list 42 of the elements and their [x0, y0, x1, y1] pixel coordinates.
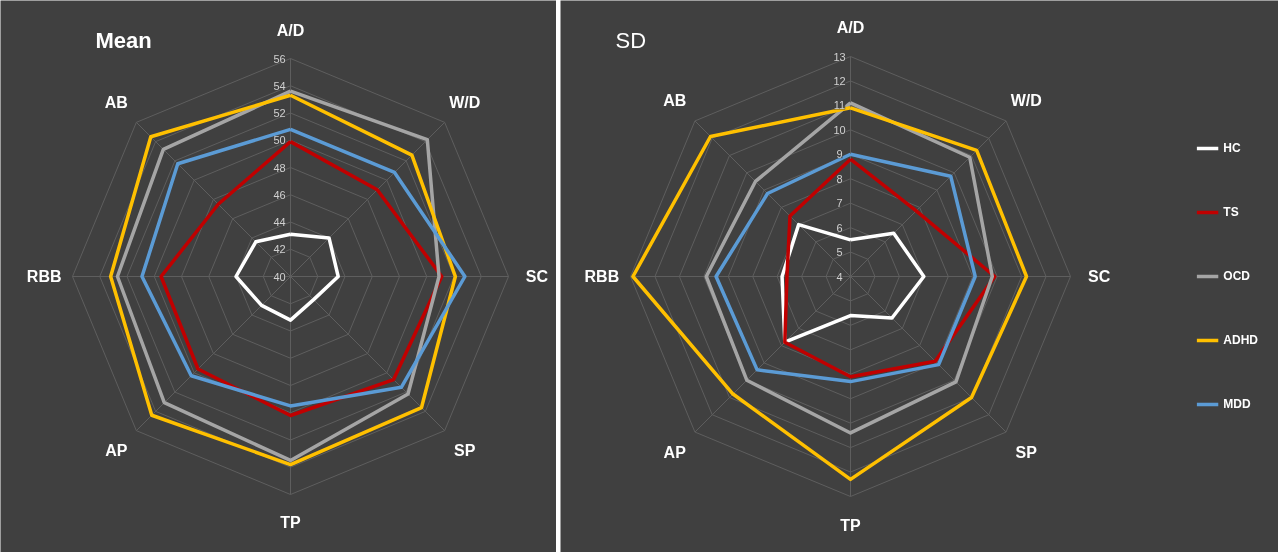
- y-tick-label: 44: [273, 216, 286, 228]
- spoke-label: TP: [280, 514, 302, 532]
- spoke-label: RBB: [26, 268, 62, 285]
- y-tick-label: 7: [836, 197, 843, 210]
- y-tick-label: 42: [273, 243, 286, 256]
- chart-title: SD: [615, 28, 647, 53]
- y-tick-label: 56: [273, 52, 286, 65]
- y-tick-label: 12: [833, 74, 846, 87]
- y-tick-label: 8: [836, 172, 843, 185]
- chart-title: Mean: [95, 28, 152, 53]
- spoke-label: AP: [663, 443, 687, 461]
- y-tick-label: 10: [833, 123, 846, 136]
- spoke-label: A/D: [836, 19, 865, 37]
- y-tick-label: 52: [273, 107, 286, 119]
- spoke-label: W/D: [1010, 92, 1042, 110]
- y-tick-label: 54: [273, 79, 286, 92]
- y-tick-label: 46: [273, 188, 286, 201]
- spoke-label: SC: [1087, 268, 1111, 285]
- spoke-label: AB: [104, 93, 128, 111]
- y-tick-label: 4: [836, 270, 843, 283]
- y-tick-label: 9: [836, 148, 843, 161]
- spoke-label: SP: [454, 442, 476, 460]
- legend-label: HC: [1223, 141, 1242, 155]
- y-tick-label: 11: [833, 99, 846, 112]
- legend-label: TS: [1223, 205, 1240, 219]
- spoke-label: AB: [663, 92, 687, 110]
- spoke-label: RBB: [584, 268, 620, 285]
- y-tick-label: 48: [273, 161, 286, 174]
- spoke-label: SC: [525, 268, 549, 285]
- spoke-label: SP: [1015, 443, 1038, 461]
- y-tick-label: 40: [273, 270, 286, 283]
- legend-label: OCD: [1223, 269, 1250, 283]
- legend-label: MDD: [1223, 397, 1251, 411]
- spoke-label: TP: [840, 516, 862, 534]
- spoke-label: AP: [105, 442, 128, 460]
- spoke-label: W/D: [449, 93, 481, 111]
- y-tick-label: 13: [833, 50, 846, 63]
- y-tick-label: 6: [836, 221, 843, 234]
- spoke-label: A/D: [276, 21, 305, 39]
- y-tick-label: 50: [273, 134, 286, 147]
- legend-label: ADHD: [1223, 333, 1258, 347]
- y-tick-label: 5: [836, 246, 843, 259]
